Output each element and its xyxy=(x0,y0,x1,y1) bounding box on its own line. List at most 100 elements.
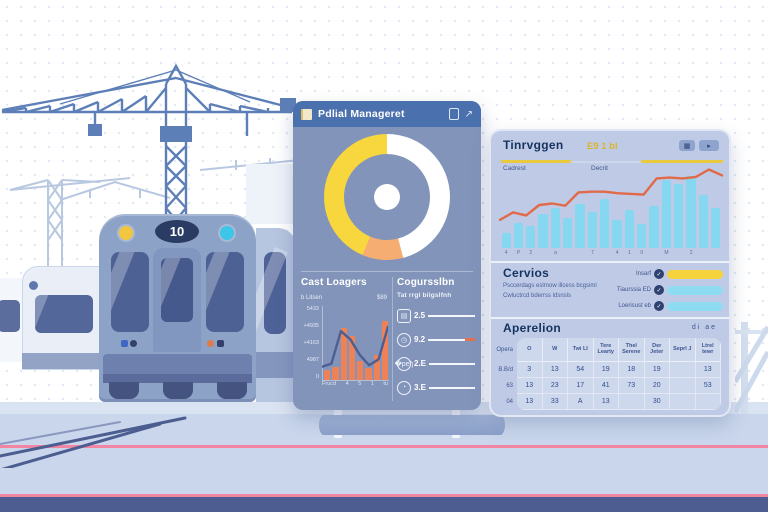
train-number-badge: 10 xyxy=(155,220,199,243)
usage-line xyxy=(322,325,388,368)
train-undercarriage xyxy=(22,353,103,369)
analytics-panel: Tinrvggen E9 1 bl ▦ ▸ Cadrest Decrit 4 P 2… xyxy=(489,129,731,417)
tick-label xyxy=(599,250,611,256)
table-cell: 17 xyxy=(568,378,594,394)
bar xyxy=(600,199,610,248)
table-cell: 13 xyxy=(542,362,568,378)
tick-label xyxy=(562,250,574,256)
traffic-line xyxy=(498,168,724,221)
panel-header: Pdlial Manageret ↗ xyxy=(293,101,481,127)
train-wheel xyxy=(163,382,193,399)
traffic-label-mid: Decrit xyxy=(591,165,608,172)
service-row[interactable]: Insarf ✓ xyxy=(599,268,723,280)
traffic-chart xyxy=(498,168,724,248)
services-title: Cervios xyxy=(503,266,550,280)
column-header: W xyxy=(542,338,568,362)
column-header: Seprl J xyxy=(670,338,696,362)
column-header: Der Jeter xyxy=(644,338,670,362)
table-cell: 13 xyxy=(593,394,619,410)
table-cell: 13 xyxy=(695,362,721,378)
usage-ylabels: 5433 +4935 +4163 4987 0 xyxy=(301,306,319,380)
services-text: Psccerdags eslrnow illcess bcgsiml xyxy=(503,283,597,289)
tick-label: a xyxy=(554,250,557,256)
services-text: Cwluctrcd bderrss ldsnsls xyxy=(503,293,572,299)
panel-stand-bar xyxy=(314,415,510,435)
bar xyxy=(649,205,659,248)
check-icon: ✓ xyxy=(654,269,664,279)
metric-bar xyxy=(428,338,467,341)
row-label: 04 xyxy=(506,399,513,405)
fence-rail xyxy=(735,330,768,334)
metric-value: 2.E xyxy=(414,359,427,368)
service-label: Insarf xyxy=(635,271,651,277)
table-cell: 13 xyxy=(517,378,543,394)
table-cell: 54 xyxy=(568,362,594,378)
bar xyxy=(587,212,598,248)
bar xyxy=(711,208,721,248)
next-button[interactable]: ▸ xyxy=(699,140,719,151)
bar xyxy=(526,225,536,248)
bar xyxy=(357,360,364,380)
track-bed xyxy=(0,497,768,512)
tick-label: 0 xyxy=(315,374,319,380)
service-row[interactable]: Loerisust eb ✓ xyxy=(599,300,723,312)
divider xyxy=(491,261,729,263)
row-label: Opera xyxy=(496,347,513,353)
bar xyxy=(501,233,511,248)
train-undercarriage xyxy=(103,374,252,383)
column-header: Twi LI xyxy=(568,338,594,362)
tick-label: 4 xyxy=(345,381,349,387)
grid-icon: ▦ xyxy=(683,142,691,150)
train-window xyxy=(238,246,288,344)
train-door xyxy=(153,248,201,352)
operations-table[interactable]: O W Twi LI Tere Learty Thel Serene Der Jeter S… xyxy=(517,338,721,410)
train-car xyxy=(238,228,296,402)
bar xyxy=(538,213,548,248)
service-label: Loerisust eb xyxy=(618,303,651,309)
divider-accent xyxy=(501,160,571,163)
table-cell: A xyxy=(568,394,594,410)
gauge-icon: ◔ xyxy=(397,380,411,395)
usage-chart: 5433 +4935 +4163 4987 0 Frucd 4 5 1 tu xyxy=(301,306,389,388)
train-window xyxy=(206,252,244,332)
train-light xyxy=(29,281,38,290)
bar xyxy=(624,209,635,248)
bar xyxy=(373,354,380,380)
service-row[interactable]: Tiaurssia ED ✓ xyxy=(599,284,723,296)
column-header: O xyxy=(517,338,543,362)
table-cell xyxy=(670,394,696,410)
bar xyxy=(381,320,388,380)
train-number: 10 xyxy=(169,224,185,239)
share-icon[interactable]: ↗ xyxy=(464,108,473,120)
train-detail xyxy=(130,340,137,347)
metric-row: �ређ 2.E xyxy=(395,356,475,371)
track-switch-lines xyxy=(0,416,187,468)
operations-toolbar-icons[interactable]: di ae xyxy=(691,324,717,331)
copy-icon[interactable] xyxy=(448,108,459,120)
grid-button[interactable]: ▦ xyxy=(679,140,695,151)
bar xyxy=(698,194,709,248)
metric-row: ◷ 9.2 xyxy=(397,332,475,347)
tick-label: 2 xyxy=(689,250,693,256)
table-cell: 19 xyxy=(644,362,670,378)
forward-icon: ▸ xyxy=(707,142,711,150)
row-label: 63 xyxy=(506,383,513,389)
panel-title: Pdlial Manageret xyxy=(318,108,405,120)
tick-label: 5433 xyxy=(306,306,319,312)
row-label: B.B/d xyxy=(498,367,513,373)
train-wheel xyxy=(217,382,247,399)
document-icon xyxy=(301,108,312,120)
table-cell: 53 xyxy=(695,378,721,394)
table-cell: 23 xyxy=(542,378,568,394)
usage-bars xyxy=(322,306,389,381)
table-cell: 20 xyxy=(644,378,670,394)
bar xyxy=(550,208,561,248)
bar xyxy=(324,369,331,380)
operations-row-labels: Opera B.B/d 63 04 xyxy=(495,338,515,410)
tick-label: 2 xyxy=(529,250,533,256)
table-cell: 73 xyxy=(619,378,645,394)
train-undercarriage xyxy=(256,352,296,378)
table-cell: 41 xyxy=(593,378,619,394)
usage-sub-right: $89 xyxy=(376,295,387,301)
